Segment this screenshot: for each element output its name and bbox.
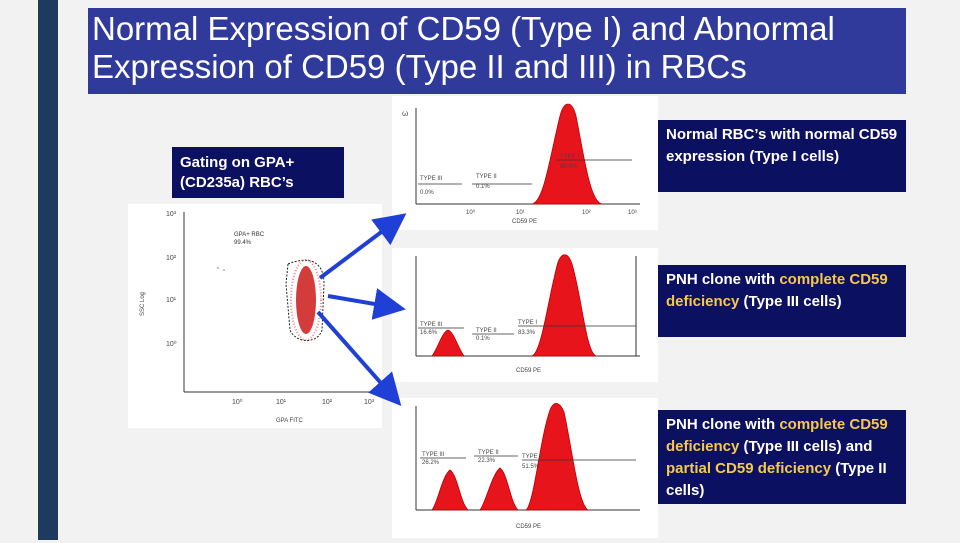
- callout-mixed-highlight-partial: partial CD59 deficiency: [666, 460, 832, 477]
- dot-ytick-3: 10¹: [166, 297, 177, 304]
- gating-label-box: [172, 147, 344, 198]
- h3-gate1-label: TYPE I: [522, 454, 541, 460]
- rbc-population: [296, 266, 316, 334]
- h3-gate3-pct: 26.2%: [422, 460, 440, 466]
- gating-label: Gating on GPA+ (CD235a) RBC’s: [180, 154, 295, 191]
- dot-ytick-1: 10³: [166, 211, 177, 218]
- h3-gate2-pct: 22.3%: [478, 458, 496, 464]
- h1-xtick-1: 10⁰: [466, 209, 476, 216]
- h1-gate3-label: TYPE III: [420, 176, 443, 182]
- h1-gate2-label: TYPE II: [476, 174, 497, 180]
- dot-ytick-2: 10²: [166, 255, 177, 262]
- gate-label-line2: 99.4%: [234, 240, 252, 246]
- callout-type1-text: Normal RBC’s with normal CD59 expression…: [666, 126, 898, 165]
- h1-gate1-label: TYPE I: [560, 154, 579, 160]
- dot-xtick-3: 10²: [322, 399, 333, 406]
- h2-xlabel: CD59 PE: [516, 368, 541, 374]
- title-background: [88, 8, 906, 94]
- callout-mixed-text-e: (Type II cells): [666, 460, 887, 499]
- h2-gate1-pct: 83.3%: [518, 330, 536, 336]
- h1-xlabel: CD59 PE: [512, 219, 537, 225]
- h1-gate1-pct: 99.9%: [560, 164, 578, 170]
- h2-gate3-pct: 16.6%: [420, 330, 438, 336]
- h2-gate2-label: TYPE II: [476, 328, 497, 334]
- slide-title: Normal Expression of CD59 (Type I) and A…: [92, 10, 835, 85]
- h3-xlabel: CD59 PE: [516, 524, 541, 530]
- callout-mixed-text-c: (Type III cells) and: [739, 438, 873, 455]
- dot-xlabel: GPA FITC: [276, 418, 304, 424]
- callout-mixed-text-a: PNH clone with: [666, 416, 780, 433]
- dot-xtick-2: 10¹: [276, 399, 287, 406]
- dot-xtick-4: 10³: [364, 399, 375, 406]
- histogram-panel-type2-3: TYPE III 26.2% TYPE II 22.3% TYPE I 51.5…: [392, 398, 658, 538]
- h1-gate2-pct: 0.1%: [476, 184, 490, 190]
- callout-mixed-highlight-complete: complete CD59 deficiency: [666, 416, 888, 455]
- dotplot-panel: 10³ 10² 10¹ 10⁰ 10⁰ 10¹ 10² 10³ GPA FITC…: [128, 204, 382, 428]
- histogram-panel-type1: ω TYPE III 0.0% TYPE II 0.1% TYPE I 99.9…: [392, 96, 658, 230]
- callout-type3: PNH clone with complete CD59 deficiency …: [658, 265, 906, 337]
- h1-xtick-2: 10¹: [516, 210, 525, 216]
- h1-xtick-3: 10²: [582, 210, 591, 216]
- svg-text:ω: ω: [402, 109, 408, 118]
- callout-type3-text-c: (Type III cells): [739, 293, 842, 310]
- histogram-mixed: TYPE III 26.2% TYPE II 22.3% TYPE I 51.5…: [415, 403, 640, 530]
- callout-type3-text-a: PNH clone with: [666, 271, 780, 288]
- h3-gate3-label: TYPE III: [422, 452, 445, 458]
- callout-type1: Normal RBC’s with normal CD59 expression…: [658, 120, 906, 192]
- histogram-panel-type3: TYPE III 16.6% TYPE II 0.1% TYPE I 83.3%…: [392, 248, 658, 382]
- histogram-type3: TYPE III 16.6% TYPE II 0.1% TYPE I 83.3%…: [415, 254, 640, 374]
- dotplot-gpa-ssc: 10³ 10² 10¹ 10⁰ 10⁰ 10¹ 10² 10³ GPA FITC…: [140, 211, 376, 424]
- left-accent-bar: [38, 0, 58, 540]
- histogram-type1: ω TYPE III 0.0% TYPE II 0.1% TYPE I 99.9…: [402, 103, 640, 225]
- dot-ylabel: SSC Log: [140, 292, 146, 316]
- h1-xtick-4: 10³: [628, 210, 637, 216]
- dot-ytick-4: 10⁰: [166, 340, 177, 348]
- dot-xtick-1: 10⁰: [232, 398, 243, 406]
- callout-type3-highlight: complete CD59 deficiency: [666, 271, 888, 310]
- h3-gate2-label: TYPE II: [478, 450, 499, 456]
- gate-label-line1: GPA+ RBC: [234, 232, 265, 238]
- h2-gate1-label: TYPE I: [518, 320, 537, 326]
- h2-gate2-pct: 0.1%: [476, 336, 490, 342]
- h2-gate3-label: TYPE III: [420, 322, 443, 328]
- callout-mixed: PNH clone with complete CD59 deficiency …: [658, 410, 906, 504]
- h1-gate3-pct: 0.0%: [420, 190, 434, 196]
- h3-gate1-pct: 51.5%: [522, 464, 540, 470]
